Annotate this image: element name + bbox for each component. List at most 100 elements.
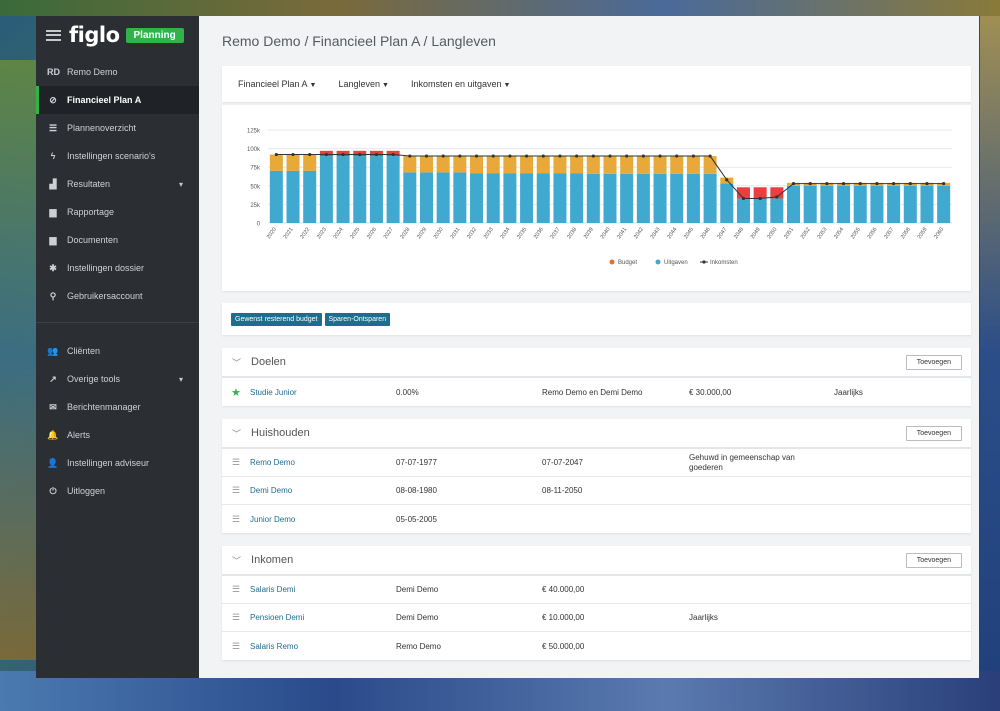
person-birthdate: 05-05-2005: [396, 514, 437, 524]
income-amount: € 50.000,00: [542, 641, 585, 651]
x-tick-label: 2021: [283, 227, 295, 240]
add-doel-button[interactable]: Toevoegen: [905, 355, 962, 370]
caret-down-icon: ▼: [382, 82, 389, 89]
chevron-down-icon[interactable]: ﹀: [232, 357, 242, 368]
income-name[interactable]: Salaris Remo: [250, 641, 299, 651]
doel-percentage: 0.00%: [396, 387, 419, 397]
logo-row: figlo Planning: [36, 16, 199, 54]
sidebar-item-berichtenmanager[interactable]: ✉ Berichtenmanager: [36, 393, 199, 421]
income-expense-chart: 125k 100k 75k 50k 25k 0 2020 2021 2022 2023 2024 20…: [247, 129, 952, 266]
drag-handle-icon[interactable]: ☰: [232, 640, 241, 651]
view-dropdown[interactable]: Inkomsten en uitgaven ▼: [410, 79, 511, 89]
bar-uitgaven: [870, 185, 884, 223]
drag-handle-icon[interactable]: ☰: [232, 584, 241, 594]
sidebar-item-overige-tools[interactable]: ↗ Overige tools ▾: [36, 365, 199, 393]
table-row[interactable]: ☰ Junior Demo 05-05-2005: [222, 505, 971, 533]
plan-dropdown[interactable]: Financieel Plan A ▼: [238, 79, 317, 89]
person-name[interactable]: Demi Demo: [250, 486, 293, 495]
point-inkomsten: [675, 154, 679, 158]
legend-label: Uitgaven: [664, 260, 688, 266]
huishouden-header[interactable]: ﹀ Huishouden Toevoegen: [222, 419, 971, 449]
bar-uitgaven: [403, 172, 417, 223]
bar-budget: [570, 156, 584, 174]
nav-icon: ▆: [49, 206, 57, 217]
chevron-down-icon[interactable]: ﹀: [232, 555, 242, 566]
bar-uitgaven: [620, 173, 634, 223]
budget-button[interactable]: Gewenst resterend budget: [231, 312, 322, 326]
x-tick-label: 2033: [483, 227, 495, 240]
sidebar-item-plannenoverzicht[interactable]: ☰ Plannenoverzicht: [36, 114, 199, 142]
x-tick-label: 2039: [583, 227, 595, 240]
sidebar-item-remo-demo[interactable]: RD Remo Demo: [36, 58, 199, 86]
person-name[interactable]: Junior Demo: [250, 514, 296, 524]
point-inkomsten: [641, 154, 645, 158]
section-title: Doelen: [251, 356, 286, 368]
drag-handle-icon[interactable]: ☰: [232, 513, 241, 524]
add-person-button[interactable]: Toevoegen: [905, 426, 962, 441]
sidebar-item-financieel-plan-a[interactable]: ⊘ Financieel Plan A: [36, 86, 199, 114]
chevron-down-icon[interactable]: ﹀: [232, 428, 242, 439]
sidebar-item-instellingen-dossier[interactable]: ✱ Instellingen dossier: [36, 254, 199, 282]
x-tick-label: 2047: [716, 227, 728, 240]
x-tick-label: 2050: [767, 227, 779, 240]
sidebar-item-rapportage[interactable]: ▆ Rapportage: [36, 198, 199, 226]
planning-badge: Planning: [125, 27, 184, 43]
chevron-down-icon[interactable]: ▾: [178, 179, 183, 189]
bar-budget: [286, 154, 300, 171]
income-name[interactable]: Salaris Demi: [250, 585, 296, 594]
x-tick-label: 2037: [550, 227, 562, 240]
bar-tekort: [770, 187, 784, 199]
point-inkomsten: [691, 154, 696, 158]
doelen-section: ﹀ Doelen Toevoegen ★ Studie Junior 0.00%…: [222, 348, 971, 406]
drag-handle-icon[interactable]: ☰: [232, 457, 241, 467]
table-row[interactable]: ☰ Salaris Remo Remo Demo € 50.000,00: [222, 632, 971, 660]
table-row[interactable]: ☰ Demi Demo 08-08-1980 08-11-2050: [222, 477, 971, 505]
y-tick-label: 100k: [247, 147, 261, 153]
sidebar-item-label: Alerts: [67, 430, 91, 440]
drag-handle-icon[interactable]: ☰: [232, 485, 241, 495]
nav-icon: 👥: [47, 345, 59, 356]
table-row[interactable]: ★ Studie Junior 0.00% Remo Demo en Demi …: [222, 378, 971, 406]
add-income-button[interactable]: Toevoegen: [905, 553, 962, 568]
menu-icon[interactable]: [46, 29, 61, 41]
point-inkomsten: [591, 154, 595, 158]
legend-marker: [609, 259, 615, 265]
scenario-dropdown[interactable]: Langleven ▼: [338, 79, 389, 89]
nav-icon: ☰: [48, 122, 58, 133]
income-name[interactable]: Pensioen Demi: [250, 613, 305, 622]
sidebar-nav: RD Remo Demo ⊘ Financieel Plan A ☰ Plannenove…: [36, 54, 199, 310]
sidebar-item-label: Plannenoverzicht: [67, 123, 137, 133]
bar-uitgaven: [586, 173, 600, 223]
inkomen-header[interactable]: ﹀ Inkomen Toevoegen: [222, 546, 971, 576]
bar-budget: [486, 156, 500, 174]
chevron-down-icon[interactable]: ▾: [178, 374, 183, 384]
savings-button[interactable]: Sparen-Ontsparen: [324, 312, 391, 326]
income-amount: € 10.000,00: [542, 613, 585, 622]
sidebar-item-gebruikersaccount[interactable]: ⚲ Gebruikersaccount: [36, 282, 199, 310]
sidebar-item-cli-nten[interactable]: 👥 Cliënten: [36, 337, 199, 365]
person-name[interactable]: Remo Demo: [250, 458, 295, 467]
chart-card: 125k 100k 75k 50k 25k 0 2020 2021 2022 2023 2024 20…: [222, 105, 971, 291]
sidebar-item-label: Berichtenmanager: [67, 402, 141, 412]
inkomen-section: ﹀ Inkomen Toevoegen ☰ Salaris Demi Demi …: [222, 546, 971, 660]
doel-name[interactable]: Studie Junior: [250, 387, 297, 397]
sidebar-item-instellingen-scenario-s[interactable]: ϟ Instellingen scenario's: [36, 142, 199, 170]
bar-uitgaven: [770, 198, 784, 223]
point-inkomsten: [575, 154, 579, 158]
doelen-header[interactable]: ﹀ Doelen Toevoegen: [222, 348, 971, 378]
table-row[interactable]: ☰ Remo Demo 07-07-1977 07-07-2047 Gehuwd…: [222, 449, 971, 477]
nav-icon: ↗: [49, 373, 57, 384]
sidebar-divider: [36, 322, 199, 323]
table-row[interactable]: ☰ Salaris Demi Demi Demo € 40.000,00: [222, 576, 971, 604]
sidebar-item-resultaten[interactable]: ▟ Resultaten ▾: [36, 170, 199, 198]
sidebar-item-alerts[interactable]: 🔔 Alerts: [36, 421, 199, 449]
sidebar-item-instellingen-adviseur[interactable]: 👤 Instellingen adviseur: [36, 449, 199, 477]
drag-handle-icon[interactable]: ☰: [232, 612, 241, 622]
bar-uitgaven: [720, 183, 734, 223]
bar-budget: [553, 156, 567, 174]
bar-uitgaven: [419, 172, 433, 223]
sidebar-item-uitloggen[interactable]: ⏻ Uitloggen: [36, 477, 199, 505]
table-row[interactable]: ☰ Pensioen Demi Demi Demo € 10.000,00 Ja…: [222, 604, 971, 632]
bar-budget: [303, 154, 317, 171]
sidebar-item-documenten[interactable]: ▆ Documenten: [36, 226, 199, 254]
